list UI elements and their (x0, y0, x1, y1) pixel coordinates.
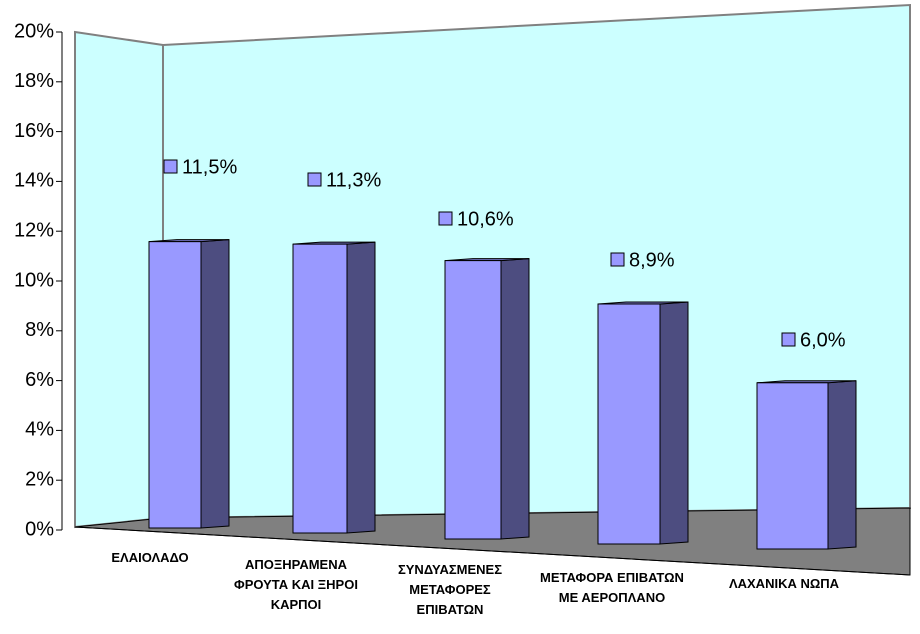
y-tick-label: 4% (25, 419, 54, 441)
value-label: 6,0% (800, 329, 846, 351)
value-label: 10,6% (457, 208, 514, 230)
y-tick-label: 18% (14, 70, 54, 92)
value-label-key (163, 159, 178, 174)
value-label-key (307, 172, 322, 187)
bar (292, 243, 348, 534)
value-label-key (438, 211, 453, 226)
bar (444, 260, 502, 540)
x-tick-label: ΜΕΤΑΦΟΡΑ ΕΠΙΒΑΤΩΝ ΜΕ ΑΕΡΟΠΛΑΝΟ (540, 570, 684, 605)
x-axis (74, 526, 911, 576)
bar-side (346, 241, 376, 534)
value-label-key (781, 332, 796, 347)
y-tick-label: 20% (14, 20, 54, 42)
bar (597, 303, 661, 545)
x-tick-label: ΑΠΟΞΗΡΑΜΕΝΑ ΦΡΟΥΤΑ ΚΑΙ ΞΗΡΟΙ ΚΑΡΠΟΙ (234, 557, 358, 612)
bar (756, 382, 829, 550)
y-tick-label: 8% (25, 319, 54, 341)
value-label: 8,9% (629, 249, 675, 271)
bar-side (200, 239, 230, 529)
y-tick-label: 10% (14, 269, 54, 291)
y-tick-label: 12% (14, 219, 54, 241)
y-tick-label: 6% (25, 369, 54, 391)
bar-side (659, 301, 689, 545)
bar-side (500, 258, 530, 540)
value-label-key (610, 252, 625, 267)
bar-side (827, 380, 857, 550)
value-label: 11,5% (182, 156, 237, 178)
value-label: 11,3% (326, 169, 381, 191)
y-tick-label: 0% (25, 518, 54, 540)
y-tick-label: 14% (14, 170, 54, 192)
x-tick-label: ΣΥΝΔΥΑΣΜΕΝΕΣ ΜΕΤΑΦΟΡΕΣ ΕΠΙΒΑΤΩΝ (397, 562, 503, 617)
x-tick-label: ΛΑΧΑΝΙΚΑ ΝΩΠΑ (728, 576, 840, 591)
bar (148, 241, 202, 529)
y-tick-label: 16% (14, 120, 54, 142)
x-tick-label: ΕΛΑΙΟΛΑΔΟ (111, 550, 189, 565)
y-tick-label: 2% (25, 468, 54, 490)
